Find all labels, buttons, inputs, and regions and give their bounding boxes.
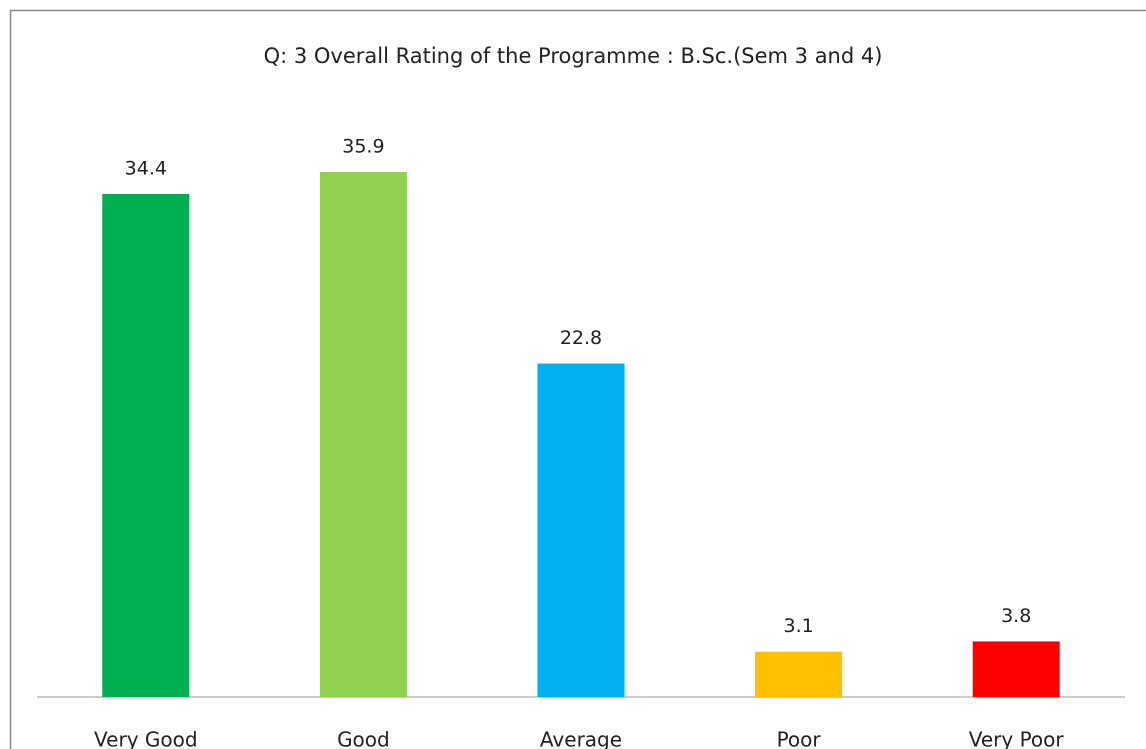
x-tick-label: Very Poor	[969, 728, 1065, 749]
bar	[319, 172, 407, 697]
x-tick-label: Good	[337, 728, 390, 749]
x-tick-label: Average	[540, 728, 622, 749]
data-label: 34.4	[125, 157, 167, 179]
x-tick-label: Very Good	[94, 728, 198, 749]
bar	[972, 641, 1060, 697]
chart-title: Q: 3 Overall Rating of the Programme : B…	[264, 44, 883, 68]
data-label: 22.8	[560, 327, 602, 349]
data-label: 3.1	[783, 615, 813, 637]
bar	[102, 193, 190, 698]
data-label: 35.9	[342, 136, 384, 158]
data-label: 3.8	[1001, 605, 1031, 627]
x-tick-label: Poor	[777, 728, 822, 749]
bar	[537, 363, 625, 697]
bar	[755, 651, 843, 697]
